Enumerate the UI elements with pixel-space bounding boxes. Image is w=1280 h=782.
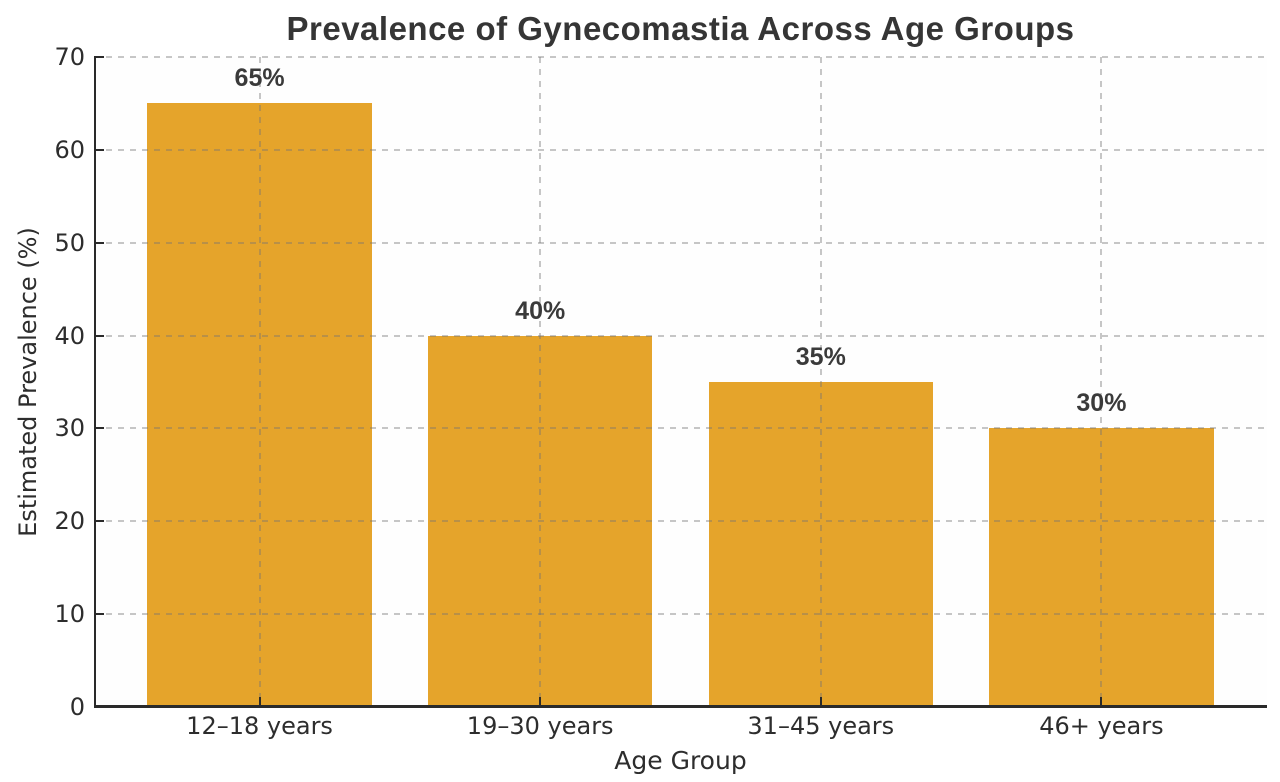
x-tick-label: 12–18 years xyxy=(186,712,333,740)
gridline-horizontal xyxy=(94,613,1267,616)
x-tick-mark xyxy=(819,697,822,707)
x-tick-label: 19–30 years xyxy=(466,712,614,740)
plot-area: 65% 40% 35% 30% xyxy=(94,56,1267,708)
x-axis-spine xyxy=(94,705,1267,708)
gridline-vertical xyxy=(258,57,261,707)
x-tick-label: 31–45 years xyxy=(747,712,895,740)
y-tick-label: 60 xyxy=(54,135,85,164)
x-tick-label: 46+ years xyxy=(1039,712,1164,740)
y-tick-mark xyxy=(94,427,104,430)
y-axis-spine xyxy=(94,57,96,707)
bar-value-label: 30% xyxy=(1076,389,1127,418)
x-tick-mark xyxy=(1100,697,1103,707)
y-tick-mark xyxy=(94,334,104,337)
y-tick-label: 30 xyxy=(54,414,85,443)
bar-value-label: 65% xyxy=(234,64,285,93)
y-tick-mark xyxy=(94,56,104,58)
gridline-horizontal xyxy=(94,427,1267,430)
bar-12–18 years xyxy=(147,103,372,707)
bar-value-label: 35% xyxy=(795,343,846,371)
y-tick-label: 50 xyxy=(54,228,85,257)
y-tick-mark xyxy=(94,241,104,244)
gridline-horizontal xyxy=(94,334,1267,337)
gridline-vertical xyxy=(1100,57,1103,707)
y-tick-label: 70 xyxy=(54,43,85,71)
gridline-horizontal xyxy=(94,241,1267,244)
y-tick-label: 20 xyxy=(54,507,85,536)
x-tick-mark xyxy=(258,697,261,707)
chart-title: Prevalence of Gynecomastia Across Age Gr… xyxy=(286,10,1075,47)
y-tick-label: 10 xyxy=(54,600,85,629)
x-axis-label: Age Group xyxy=(614,746,747,775)
gridline-horizontal xyxy=(94,520,1267,523)
bar-19–30 years xyxy=(427,335,653,707)
x-tick-mark xyxy=(539,697,542,707)
y-tick-mark xyxy=(94,706,104,708)
y-axis-label: Estimated Prevalence (%) xyxy=(14,227,42,537)
bar-46+ years xyxy=(989,428,1214,707)
gridline-horizontal xyxy=(94,148,1267,151)
gridline-vertical xyxy=(819,57,822,707)
y-tick-mark xyxy=(94,613,104,616)
gridline-vertical xyxy=(539,57,542,707)
bar-value-label: 40% xyxy=(515,296,566,325)
bar-31–45 years xyxy=(708,382,934,707)
y-tick-label: 40 xyxy=(54,321,85,350)
y-tick-mark xyxy=(94,520,104,523)
y-tick-mark xyxy=(94,148,104,151)
y-tick-label: 0 xyxy=(69,693,85,721)
gridline-horizontal xyxy=(94,56,1267,58)
